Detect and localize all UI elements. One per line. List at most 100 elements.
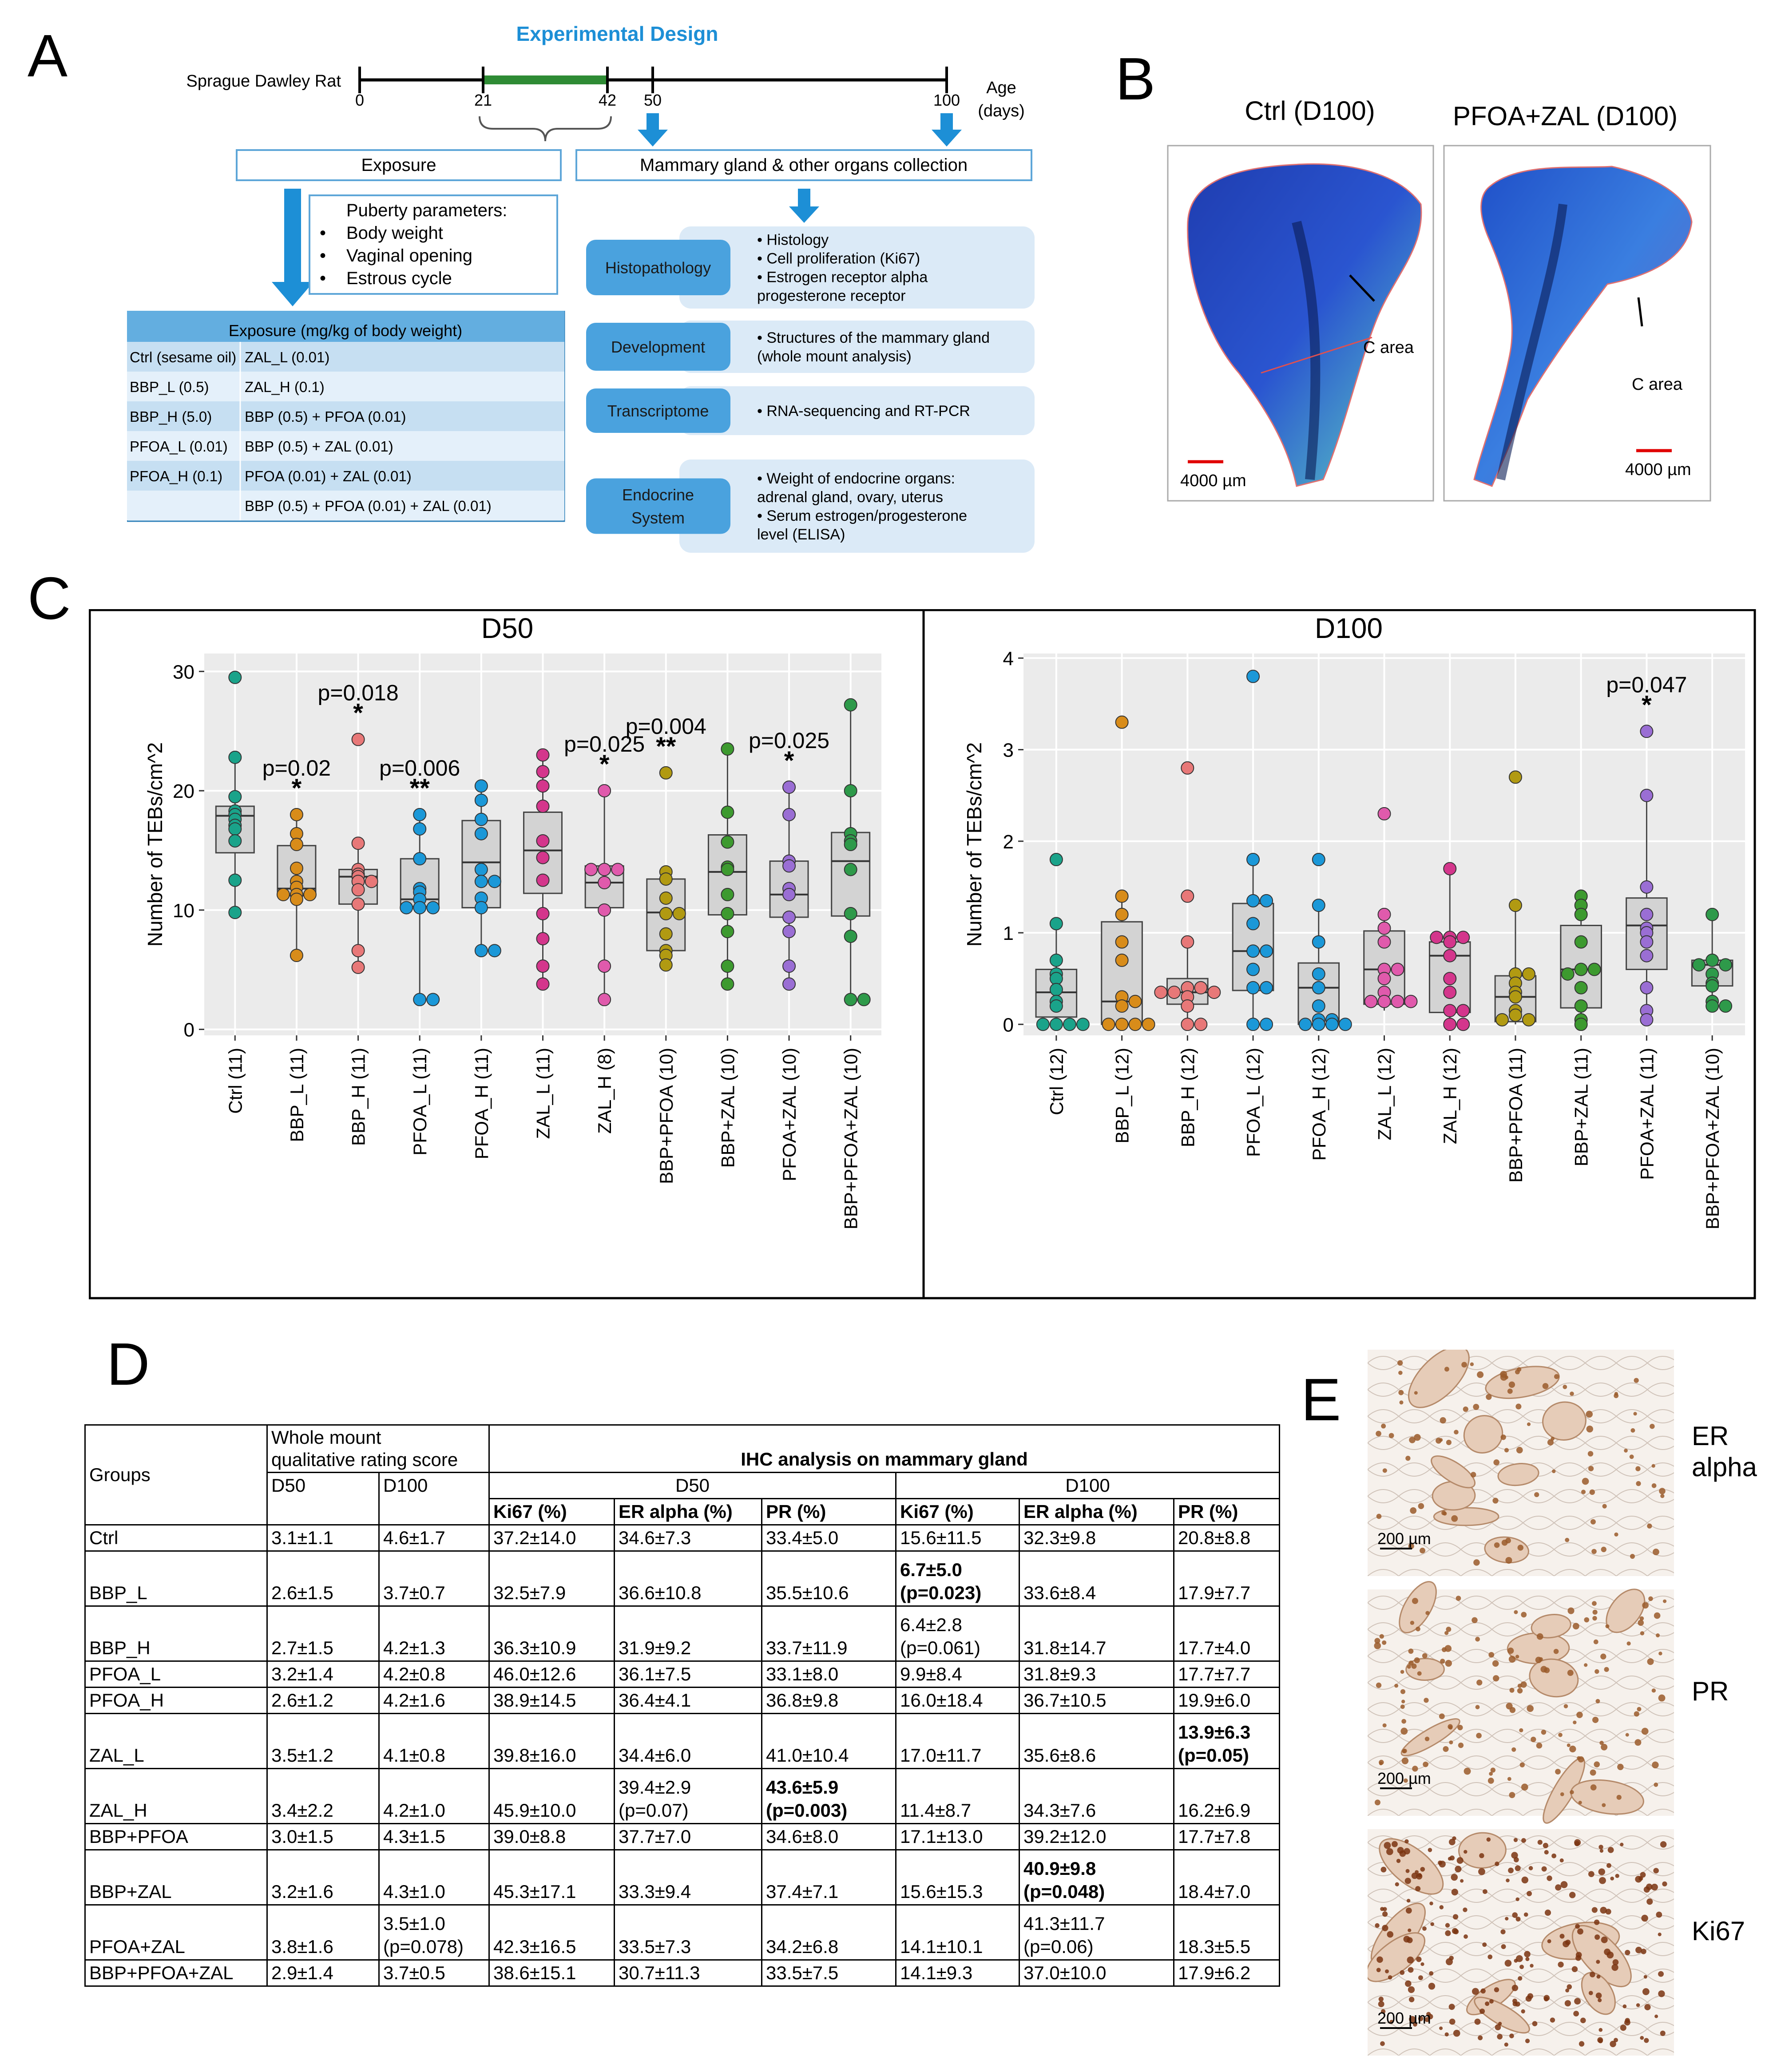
tick-42: 42 [599, 91, 616, 109]
value-cell: 33.5±7.3 [614, 1904, 762, 1961]
value-cell: 4.2±0.8 [378, 1660, 490, 1688]
analysis-detail-box [679, 321, 1035, 373]
data-point [1181, 999, 1194, 1013]
ihc-stain-label: Ki67 [1692, 1916, 1745, 1946]
analysis-name: Histopathology [605, 259, 711, 277]
exposure-cell: BBP (0.5) + ZAL (0.01) [245, 438, 393, 455]
panel-label-c: C [28, 565, 71, 632]
data-point [1443, 862, 1457, 876]
data-point [1640, 981, 1654, 994]
data-point [659, 927, 673, 941]
data-point [1640, 907, 1654, 921]
data-point [782, 977, 796, 991]
data-point [1260, 981, 1273, 994]
y-tick-label: 0 [184, 1019, 194, 1041]
p-value-label: p=0.02 [262, 756, 331, 780]
analyses-list: Histopathology • Histology• Cell prolifer… [586, 226, 1035, 553]
exposure-cell: ZAL_L (0.01) [245, 349, 329, 365]
value-cell: 18.4±7.0 [1173, 1849, 1280, 1906]
y-tick-label: 1 [1003, 923, 1014, 944]
y-tick-label: 2 [1003, 831, 1014, 853]
value-cell: 3.7±0.5 [378, 1959, 490, 1987]
data-point [228, 873, 242, 887]
data-point [1049, 999, 1063, 1013]
data-point [474, 944, 488, 958]
value-cell: 42.3±16.5 [488, 1904, 615, 1961]
groups-header: Groups [84, 1424, 268, 1525]
value-cell: 37.0±10.0 [1019, 1959, 1174, 1987]
data-point [721, 863, 734, 876]
value-cell: 4.1±0.8 [378, 1713, 490, 1769]
data-point [782, 959, 796, 973]
data-point [1312, 935, 1325, 949]
data-point [598, 993, 611, 1006]
data-point [721, 887, 734, 901]
table-row: Ctrl 3.1±1.1 4.6±1.7 37.2±14.0 34.6±7.3 33.4±… [84, 1524, 1280, 1552]
data-point [721, 805, 734, 819]
data-point [228, 790, 242, 804]
data-point [1377, 907, 1391, 921]
data-point [303, 887, 317, 901]
value-cell: 43.6±5.9 (p=0.003) [761, 1768, 896, 1824]
data-point [721, 742, 734, 756]
data-point [413, 993, 427, 1006]
d100-er-header: ER alpha (%) [1019, 1498, 1174, 1525]
value-cell: 33.3±9.4 [614, 1849, 762, 1906]
data-point [351, 733, 365, 746]
ihc-header: IHC analysis on mammary gland [488, 1424, 1280, 1473]
significance-stars: * [784, 746, 794, 775]
data-point [474, 793, 488, 807]
group-cell: BBP+ZAL [84, 1849, 268, 1906]
x-tick-label: PFOA+ZAL (11) [1636, 1048, 1657, 1180]
treat-c-area-label: C area [1632, 375, 1683, 394]
data-point [1325, 1018, 1339, 1031]
data-point [844, 907, 857, 920]
data-point [1522, 1013, 1535, 1026]
svg-text:Body weight: Body weight [346, 223, 443, 243]
value-cell: 41.0±10.4 [761, 1713, 896, 1769]
analysis-detail-box [679, 226, 1035, 309]
data-point [659, 766, 673, 780]
wm-header-line1: Whole mount [271, 1427, 381, 1448]
wm-d50-header: D50 [266, 1472, 380, 1525]
value-cell: 37.2±14.0 [488, 1524, 615, 1552]
value-cell: 3.7±0.7 [378, 1550, 490, 1607]
data-point [1443, 1018, 1457, 1031]
ihc-scale-label: 200 µm [1377, 1769, 1431, 1787]
data-point [1246, 853, 1260, 867]
value-cell: 15.6±15.3 [895, 1849, 1020, 1906]
data-point [1049, 953, 1063, 967]
value-cell: 31.8±9.3 [1019, 1660, 1174, 1688]
exposure-down-arrow-icon [272, 282, 313, 306]
p-value-label: p=0.004 [626, 714, 706, 739]
data-point [474, 863, 488, 876]
value-cell: 32.5±7.9 [488, 1550, 615, 1607]
data-point [1574, 1018, 1588, 1031]
table-row: BBP+PFOA+ZAL 2.9±1.4 3.7±0.5 38.6±15.1 30.7±… [84, 1959, 1280, 1987]
value-cell: 4.2±1.6 [378, 1687, 490, 1714]
design-title: Experimental Design [516, 22, 718, 45]
data-point [1443, 949, 1457, 963]
data-point [1640, 725, 1654, 738]
data-point [1574, 999, 1588, 1013]
value-cell: 34.4±6.0 [614, 1713, 762, 1769]
data-point [1522, 967, 1535, 981]
value-cell: 3.5±1.0 (p=0.078) [378, 1904, 490, 1961]
data-point [1443, 972, 1457, 986]
x-tick-label: BBP+ZAL (10) [717, 1048, 738, 1168]
svg-text:Estrous cycle: Estrous cycle [346, 269, 452, 288]
group-cell: BBP_H [84, 1605, 268, 1662]
svg-text:Exposure (mg/kg of body weight: Exposure (mg/kg of body weight) [229, 321, 462, 340]
data-point [782, 925, 796, 939]
group-cell: PFOA_H [84, 1687, 268, 1714]
value-cell: 33.4±5.0 [761, 1524, 896, 1552]
data-point [1640, 935, 1654, 949]
data-point [1508, 770, 1522, 784]
analysis-detail: • Weight of endocrine organs: [757, 470, 955, 487]
data-point [488, 944, 501, 958]
data-point [228, 670, 242, 684]
data-point [1443, 986, 1457, 999]
y-tick-label: 10 [173, 900, 194, 922]
data-point [1115, 935, 1129, 949]
analysis-name: System [631, 509, 685, 527]
